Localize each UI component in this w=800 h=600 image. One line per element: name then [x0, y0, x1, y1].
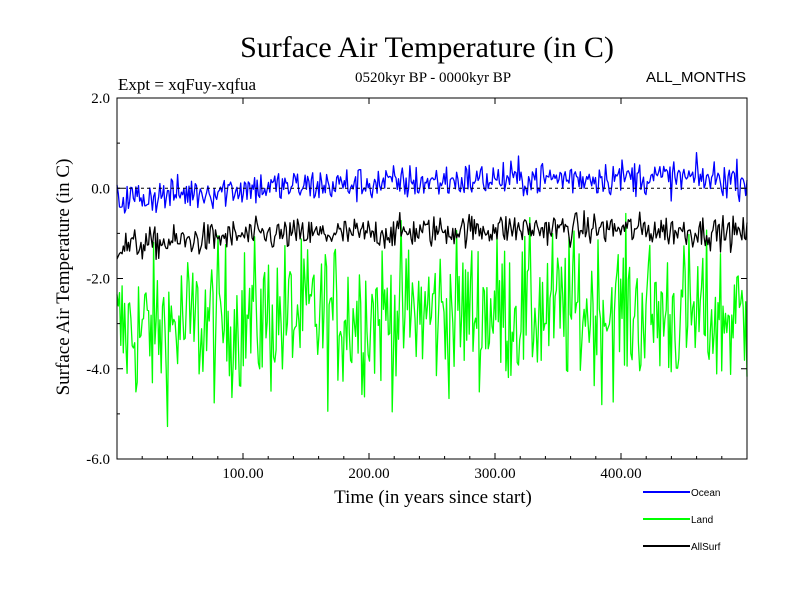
chart-title: Surface Air Temperature (in C) — [240, 31, 614, 64]
x-tick-label: 400.00 — [600, 466, 641, 482]
plot-area: 100.00 200.00 300.00 400.00 -6.0 -4.0 -2.0 0.0… — [86, 91, 748, 482]
series-line-allsurf — [116, 210, 748, 260]
y-axis-label: Surface Air Temperature (in C) — [53, 159, 74, 396]
y-tick-label: -6.0 — [86, 452, 110, 468]
y-tick-label: -4.0 — [86, 362, 110, 378]
y-axis-ticks: -6.0 -4.0 -2.0 0.0 2.0 — [86, 91, 747, 468]
x-axis-label: Time (in years since start) — [334, 487, 532, 508]
series-line-land — [116, 212, 748, 428]
x-tick-label: 300.00 — [474, 466, 515, 482]
experiment-label: Expt = xqFuy-xqfua — [118, 75, 256, 94]
legend-label-ocean: Ocean — [691, 488, 720, 499]
legend: Ocean Land AllSurf — [643, 488, 721, 553]
series-layer — [116, 151, 748, 428]
x-tick-label: 100.00 — [222, 466, 263, 482]
x-tick-label: 200.00 — [348, 466, 389, 482]
period-label: 0520kyr BP - 0000kyr BP — [355, 70, 511, 86]
y-tick-label: -2.0 — [86, 272, 110, 288]
legend-label-land: Land — [691, 515, 713, 526]
legend-label-allsurf: AllSurf — [691, 542, 721, 553]
months-label: ALL_MONTHS — [646, 69, 746, 86]
y-tick-label: 2.0 — [91, 91, 110, 107]
series-line-ocean — [116, 151, 748, 214]
y-tick-label: 0.0 — [91, 181, 110, 197]
x-axis-ticks: 100.00 200.00 300.00 400.00 — [141, 98, 723, 482]
